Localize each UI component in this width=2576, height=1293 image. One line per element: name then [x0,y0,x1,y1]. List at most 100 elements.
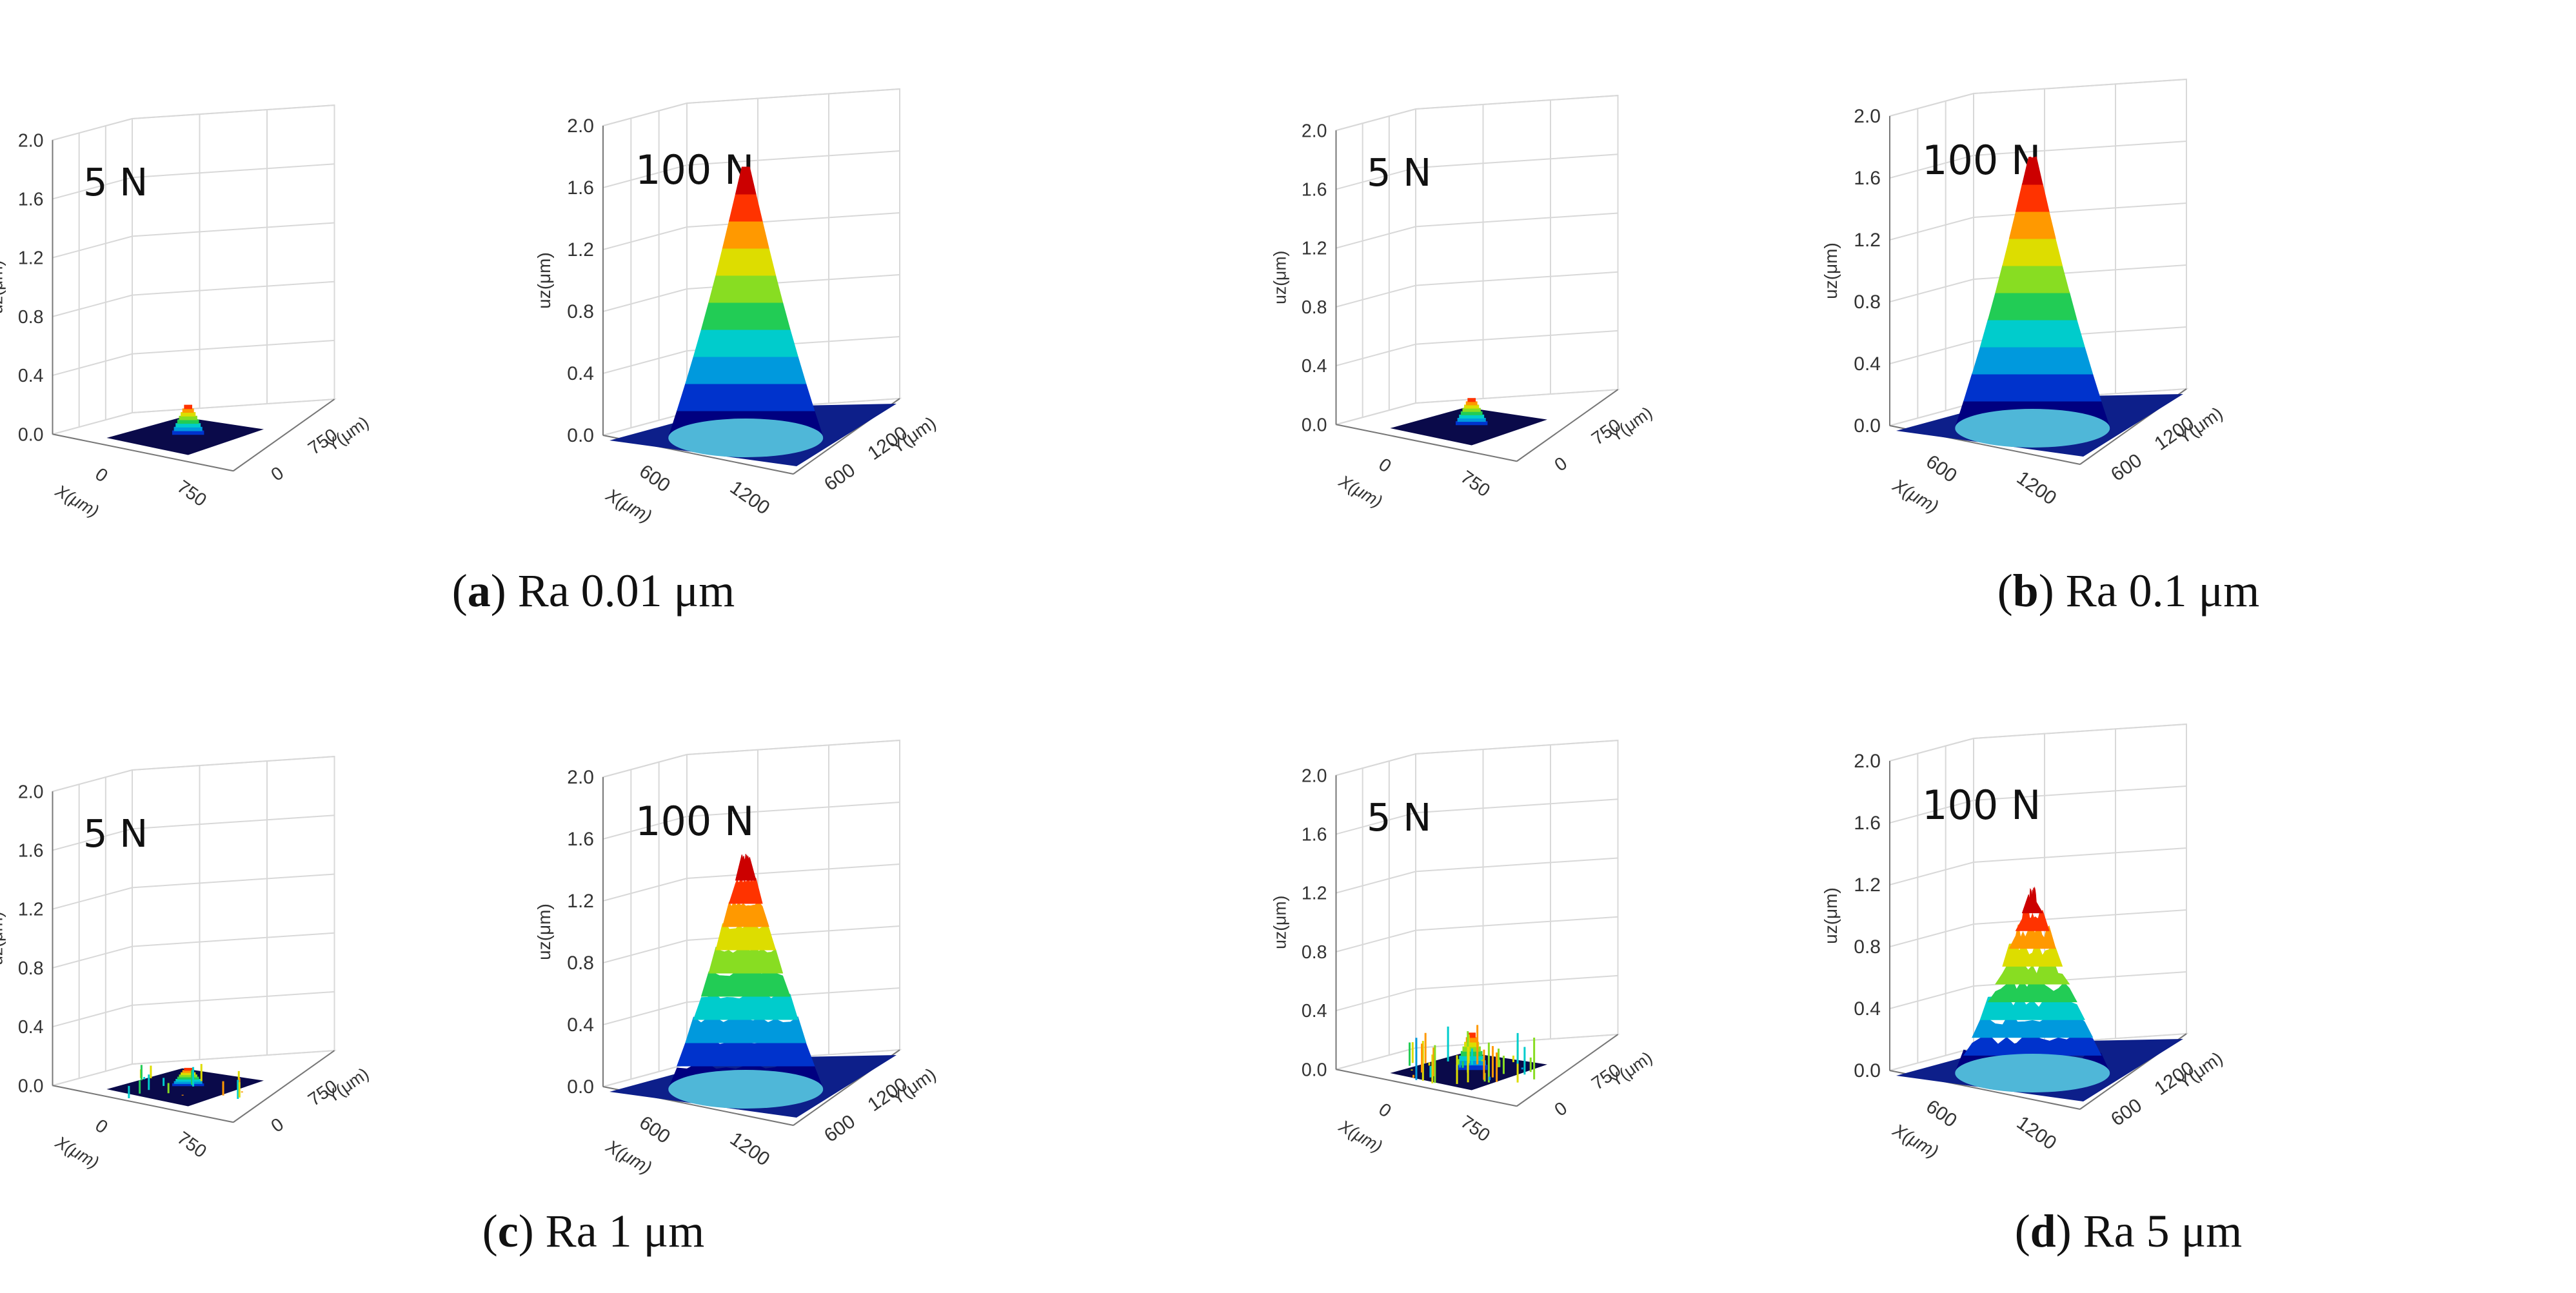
load-label: 100 N [1922,782,2041,829]
caption-d: (d) Ra 5 μm [2014,1205,2243,1257]
surface-bump [184,404,193,410]
surface-bump [177,419,199,424]
z-gridline [1336,857,1618,894]
surface-bump [1465,1037,1478,1043]
load-label: 100 N [1922,137,2041,184]
surface-base [106,417,264,455]
surface-bump [172,430,204,435]
surface-base-disk [668,419,824,457]
z-gridline [1889,79,2187,117]
y-axis-label: Y(μm) [1606,403,1656,446]
surface-band [685,356,807,384]
surface-bump [182,408,194,413]
z-tick-label: 1.6 [18,840,44,861]
z-gridline [52,104,335,141]
z-tick-label: 1.6 [18,189,44,210]
y-tick-label: 0 [268,462,288,485]
x-tick-label: 600 [635,1112,674,1148]
z-tick-label: 2.0 [1302,121,1327,141]
y-axis-label: Y(μm) [322,413,372,455]
x-axis-label: X(μm) [1889,475,1942,517]
surface-bump [1465,401,1478,406]
surface-bump [175,423,201,428]
y-axis [1516,389,1619,462]
surface-band [722,221,769,249]
surface-band [677,1039,815,1067]
surface-bump [175,1078,201,1082]
right-wall [132,104,335,414]
surface-base [106,1068,264,1107]
z-tick-label: 1.2 [1854,230,1881,251]
chart-d-5n: 0.00.40.81.21.62.0uz(μm)0750X(μm)0750Y(μ… [1271,740,1656,1156]
surface-band [735,166,757,195]
surface-band [700,302,791,330]
y-axis [233,1050,335,1123]
z-tick-label: 0.4 [1302,1001,1327,1022]
z-axis-label: uz(μm) [1821,887,1841,944]
z-gridline [52,873,335,910]
z-tick-label: 0.0 [567,1076,594,1098]
y-tick-label: 0 [1551,1098,1571,1120]
z-tick-label: 0.8 [1302,297,1327,318]
z-gridline [1336,740,1618,776]
load-label: 5 N [83,811,148,856]
x-axis [1336,424,1517,462]
caption-d-text: Ra 5 μm [2083,1205,2243,1257]
surface-bump [173,426,203,431]
x-tick-label: 750 [1457,1112,1494,1146]
x-tick-label: 750 [173,1128,210,1162]
surface-band [685,1016,807,1043]
caption-a-text: Ra 0.01 μm [517,565,735,617]
z-tick-label: 0.0 [1854,415,1881,437]
x-axis-label: X(μm) [1889,1120,1942,1161]
surface-band [2008,210,2056,239]
load-label: 100 N [635,798,754,845]
surface-bump [1457,417,1486,422]
z-tick-label: 1.6 [567,829,594,850]
z-gridline [602,88,900,126]
x-axis-label: X(μm) [52,480,102,521]
x-axis-label: X(μm) [602,484,655,526]
z-tick-label: 0.0 [567,425,594,446]
y-axis-label: Y(μm) [1606,1048,1656,1091]
x-tick-label: 0 [1374,454,1394,477]
z-tick-label: 0.4 [18,1017,44,1038]
surface-band [715,248,777,276]
surface-bump [182,1070,194,1073]
surface-base [1390,407,1548,446]
z-tick-label: 0.4 [1854,353,1881,375]
z-tick-label: 1.6 [1854,168,1881,189]
surface-bump [181,412,196,417]
x-tick-label: 750 [173,477,210,511]
x-tick-label: 600 [635,460,674,497]
z-gridline [1336,330,1618,367]
z-tick-label: 0.8 [1854,291,1881,313]
y-axis-label: Y(μm) [887,1064,940,1109]
z-tick-label: 0.0 [1302,1060,1327,1080]
caption-a-label: a [467,565,491,617]
z-tick-label: 0.8 [1854,936,1881,958]
surface-band [722,901,769,927]
surface-bump [184,1067,193,1071]
z-tick-label: 0.0 [1854,1060,1881,1081]
z-tick-label: 1.2 [1302,883,1327,904]
z-tick-label: 0.4 [1302,356,1327,377]
z-tick-label: 0.0 [18,424,44,445]
x-tick-label: 1200 [726,1128,774,1170]
surface-band [2021,886,2043,914]
z-tick-label: 2.0 [567,115,594,137]
z-tick-label: 0.4 [567,1014,594,1036]
chart-d-100n: 0.00.40.81.21.62.0uz(μm)600 1200X(μm)6001… [1821,723,2226,1161]
z-tick-label: 0.8 [18,958,44,979]
z-gridline [1336,212,1618,249]
z-gridline [1336,974,1618,1012]
surface-band [1987,291,2077,321]
surface-base-disk [668,1070,824,1109]
x-tick-label: 0 [91,1115,111,1138]
z-tick-label: 2.0 [18,782,44,802]
surface-band [735,854,757,881]
y-tick-label: 0 [268,1114,288,1136]
x-axis-label: X(μm) [1335,471,1385,511]
z-tick-label: 2.0 [1854,751,1881,772]
right-wall [132,756,335,1065]
